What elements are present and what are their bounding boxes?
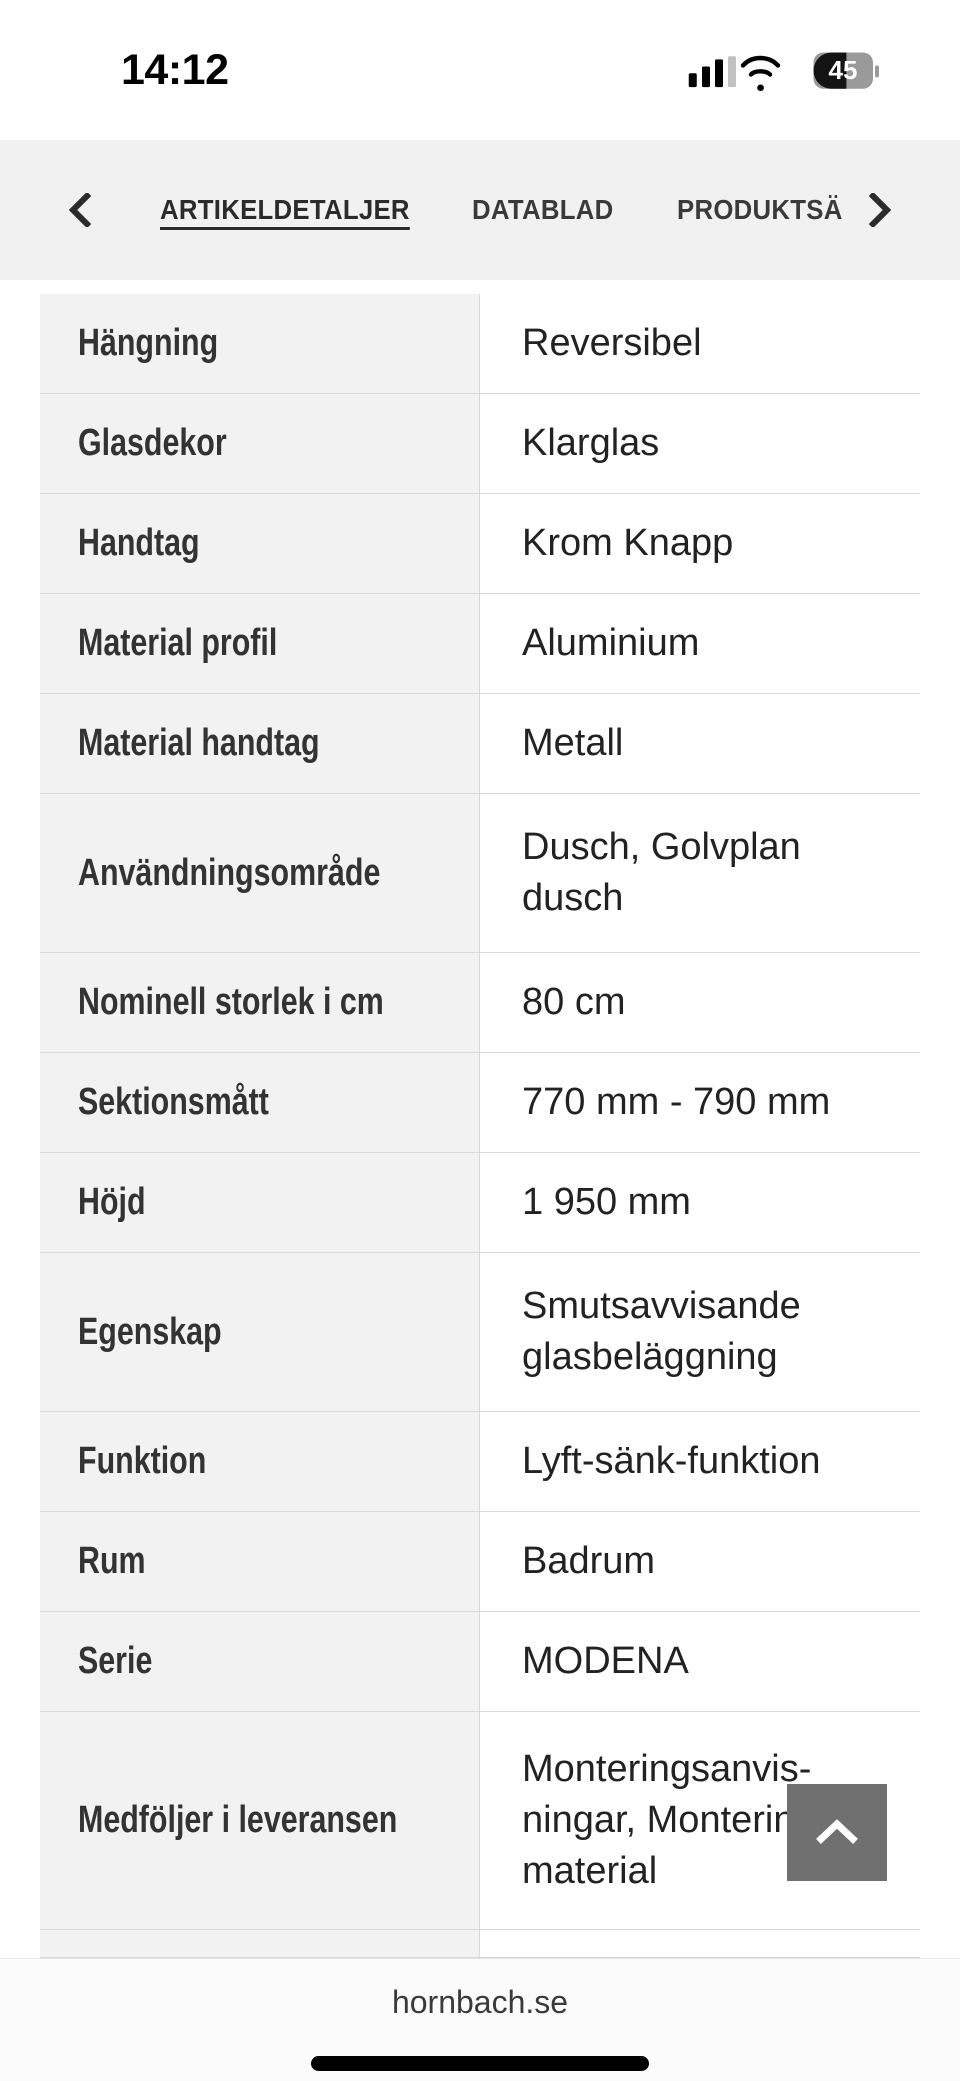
svg-text:45: 45 xyxy=(829,55,858,85)
